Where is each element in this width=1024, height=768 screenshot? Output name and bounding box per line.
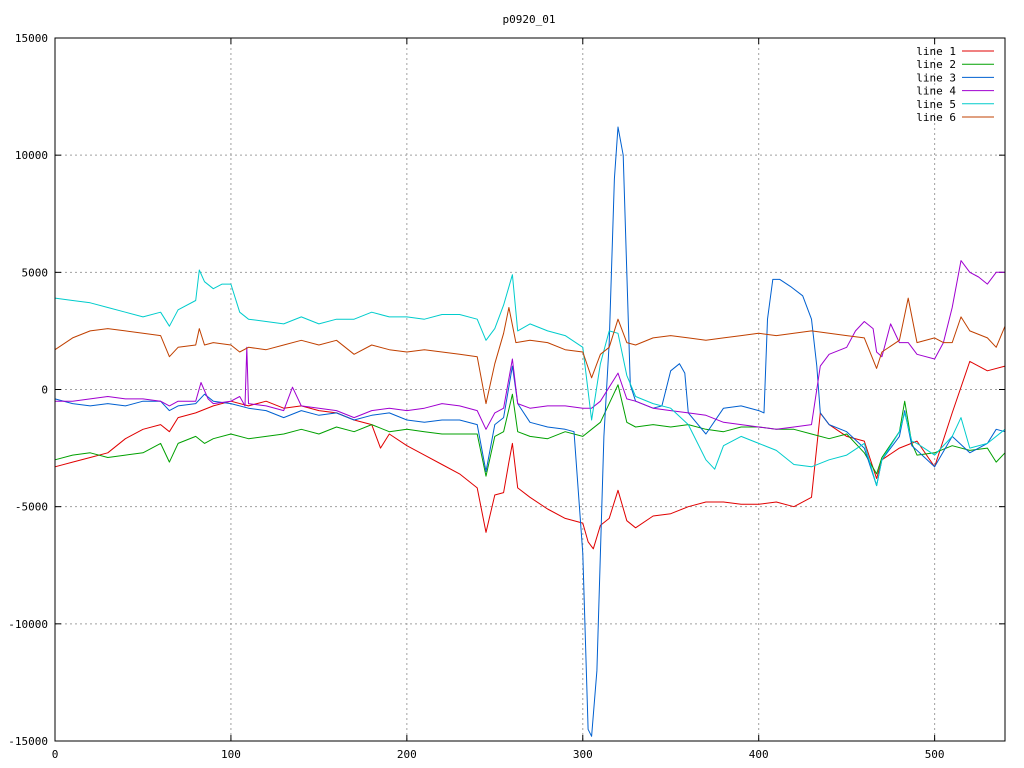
series-line-3 [54, 126, 1006, 737]
chart-title: p0920_01 [503, 13, 556, 26]
series-layer [54, 126, 1006, 737]
y-tick-label: 5000 [22, 266, 49, 279]
series-line-6 [54, 297, 1006, 405]
y-tick-label: -10000 [8, 618, 48, 631]
legend-label: line 4 [916, 85, 956, 98]
x-tick-label: 0 [52, 748, 59, 761]
series-line-5 [54, 269, 1006, 487]
x-tick-label: 100 [221, 748, 241, 761]
legend-label: line 6 [916, 111, 956, 124]
series-line-2 [54, 384, 1006, 477]
y-tick-label: 0 [41, 384, 48, 397]
x-tick-label: 300 [573, 748, 593, 761]
x-tick-label: 400 [749, 748, 769, 761]
axis-labels: -15000 -10000 -5000 0 5000 10000 15000 0 100 200 3… [8, 32, 1005, 761]
y-tick-label: -5000 [15, 501, 48, 514]
y-tick-label: -15000 [8, 735, 48, 748]
legend-label: line 5 [916, 98, 956, 111]
x-tick-label: 500 [925, 748, 945, 761]
plot-frame [54, 37, 1006, 742]
x-tick-label: 200 [397, 748, 417, 761]
legend-label: line 1 [916, 45, 956, 58]
grid [55, 38, 1005, 741]
y-tick-label: 15000 [15, 32, 48, 45]
series-line-4 [55, 260, 1005, 430]
legend-label: line 3 [916, 71, 956, 84]
y-tick-label: 10000 [15, 149, 48, 162]
legend-label: line 2 [916, 58, 956, 71]
